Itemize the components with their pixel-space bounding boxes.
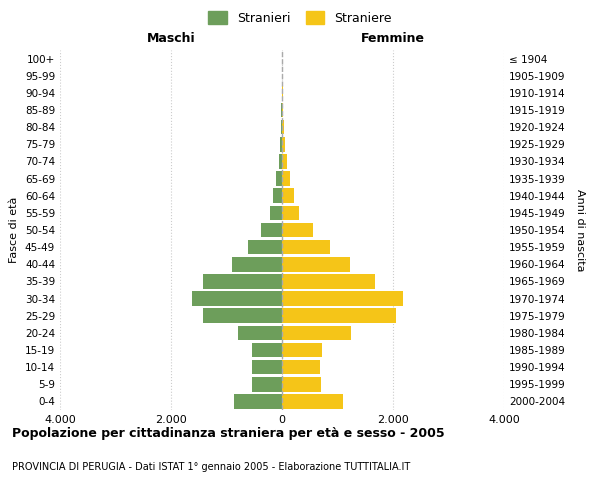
Bar: [252, 342, 282, 357]
Bar: [282, 394, 343, 408]
Bar: [282, 377, 321, 392]
Text: PROVINCIA DI PERUGIA - Dati ISTAT 1° gennaio 2005 - Elaborazione TUTTITALIA.IT: PROVINCIA DI PERUGIA - Dati ISTAT 1° gen…: [12, 462, 410, 472]
Bar: [273, 188, 282, 203]
Bar: [282, 188, 294, 203]
Y-axis label: Anni di nascita: Anni di nascita: [575, 188, 585, 271]
Bar: [282, 257, 350, 272]
Bar: [282, 360, 320, 374]
Text: Femmine: Femmine: [361, 32, 425, 45]
Bar: [277, 172, 282, 186]
Bar: [262, 222, 282, 238]
Bar: [203, 308, 282, 323]
Legend: Stranieri, Straniere: Stranieri, Straniere: [208, 11, 392, 25]
Bar: [252, 360, 282, 374]
Bar: [282, 292, 403, 306]
Bar: [281, 120, 282, 134]
Bar: [282, 222, 313, 238]
Bar: [252, 377, 282, 392]
Bar: [282, 102, 283, 118]
Bar: [282, 326, 352, 340]
Text: Popolazione per cittadinanza straniera per età e sesso - 2005: Popolazione per cittadinanza straniera p…: [12, 428, 445, 440]
Bar: [282, 172, 290, 186]
Bar: [191, 292, 282, 306]
Bar: [270, 206, 282, 220]
Bar: [203, 274, 282, 288]
Bar: [282, 206, 299, 220]
Bar: [282, 154, 287, 168]
Y-axis label: Fasce di età: Fasce di età: [10, 197, 19, 263]
Bar: [282, 120, 284, 134]
Text: Maschi: Maschi: [146, 32, 196, 45]
Bar: [282, 342, 322, 357]
Bar: [232, 257, 282, 272]
Bar: [280, 137, 282, 152]
Bar: [282, 137, 285, 152]
Bar: [282, 240, 330, 254]
Bar: [248, 240, 282, 254]
Bar: [282, 308, 397, 323]
Bar: [234, 394, 282, 408]
Bar: [278, 154, 282, 168]
Bar: [238, 326, 282, 340]
Bar: [282, 274, 375, 288]
